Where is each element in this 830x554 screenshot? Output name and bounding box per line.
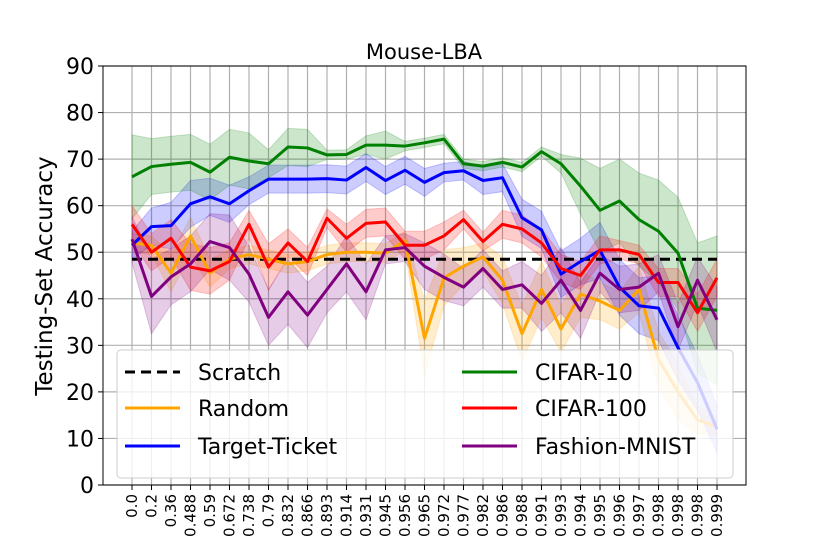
y-tick-label: 40	[66, 288, 94, 313]
series-lines	[130, 137, 719, 430]
legend-label: Random	[198, 397, 289, 422]
y-ticks: 0 10 20 30 40 50 60 70 80 90	[66, 55, 103, 499]
legend-label: Fashion-MNIST	[535, 435, 696, 460]
chart-title: Mouse-LBA	[366, 40, 483, 64]
x-tick-label: 0.988	[513, 494, 531, 537]
confidence-bands	[131, 127, 718, 453]
x-tick-label: 0.488	[182, 494, 200, 537]
legend-label: Scratch	[198, 361, 281, 386]
x-tick-label: 0.956	[396, 494, 414, 537]
y-tick-label: 80	[66, 102, 94, 127]
x-tick-label: 0.672	[221, 494, 239, 537]
legend-box	[116, 349, 734, 479]
y-tick-label: 30	[66, 334, 94, 359]
x-tick-label: 0.998	[669, 494, 687, 537]
series-line-cifar-10	[131, 137, 718, 312]
x-tick-label: 0.945	[377, 494, 395, 537]
x-tick-label: 0.738	[240, 494, 258, 537]
series-line-cifar-100	[130, 216, 719, 315]
x-tick-label: 0.931	[357, 494, 375, 537]
x-tick-label: 0.999	[708, 494, 726, 537]
series-line-fashion-mnist	[130, 238, 719, 329]
x-tick-label: 0.914	[338, 494, 356, 537]
legend-label: CIFAR-10	[535, 361, 633, 386]
x-tick-label: 0.79	[260, 494, 278, 527]
x-tick-label: 0.993	[552, 494, 570, 537]
y-tick-label: 90	[66, 55, 94, 80]
legend-label: Target-Ticket	[197, 435, 337, 460]
x-tick-label: 0.832	[279, 494, 297, 537]
x-tick-label: 0.991	[533, 494, 551, 537]
x-tick-label: 0.997	[630, 494, 648, 537]
x-tick-label: 0.866	[299, 494, 317, 537]
x-tick-label: 0.995	[591, 494, 609, 537]
x-tick-label: 0.994	[572, 494, 590, 537]
x-tick-label: 0.59	[201, 494, 219, 527]
x-tick-label: 0.998	[650, 494, 668, 537]
x-ticks: 0.0 0.2 0.36 0.488 0.59 0.672 0.738 0.79 0.832 0.…	[123, 485, 726, 537]
series-line-target-ticket	[130, 165, 719, 430]
x-tick-label: 0.36	[162, 494, 180, 527]
x-tick-label: 0.986	[494, 494, 512, 537]
x-tick-label: 0.982	[474, 494, 492, 537]
y-tick-label: 10	[66, 427, 94, 452]
legend-label: CIFAR-100	[535, 397, 647, 422]
y-tick-label: 50	[66, 241, 94, 266]
x-tick-label: 0.972	[435, 494, 453, 537]
y-axis-label: Testing-Set Accuracy	[32, 156, 58, 396]
x-tick-label: 0.2	[143, 494, 161, 518]
x-tick-label: 0.893	[318, 494, 336, 537]
x-tick-label: 0.996	[611, 494, 629, 537]
x-tick-label: 0.977	[455, 494, 473, 537]
y-tick-label: 70	[66, 148, 94, 173]
y-tick-label: 20	[66, 381, 94, 406]
legend: Scratch Random Target-Ticket CIFAR-10 CIFAR-…	[116, 349, 734, 479]
y-tick-label: 60	[66, 195, 94, 220]
x-tick-label: 0.0	[123, 494, 141, 518]
x-tick-label: 0.998	[689, 494, 707, 537]
y-tick-label: 0	[80, 474, 94, 499]
x-tick-label: 0.965	[416, 494, 434, 537]
